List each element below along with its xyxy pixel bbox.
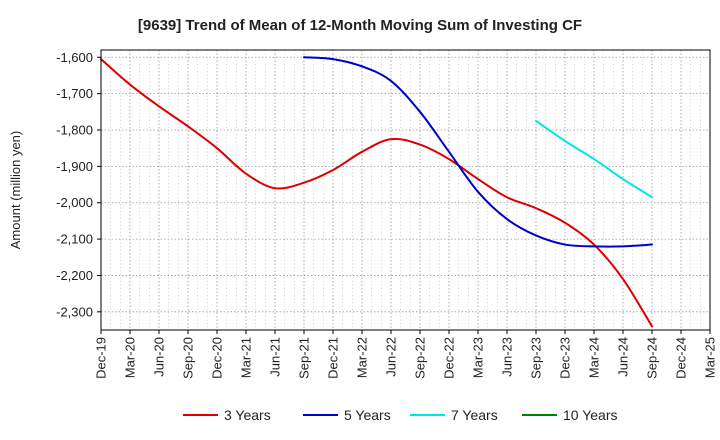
x-tick-label: Dec-23 — [558, 337, 573, 379]
y-tick-label: -1,700 — [56, 86, 93, 101]
grid-lines — [100, 50, 711, 330]
x-tick-label: Dec-24 — [674, 337, 689, 379]
x-tick-label: Sep-20 — [181, 337, 196, 379]
x-tick-label: Mar-25 — [703, 337, 718, 378]
x-tick-label: Sep-21 — [297, 337, 312, 379]
plot-area — [101, 50, 710, 330]
x-tick-label: Mar-21 — [239, 337, 254, 378]
legend-label-7-years: 7 Years — [451, 407, 498, 423]
chart-title: [9639] Trend of Mean of 12-Month Moving … — [138, 17, 582, 34]
y-tick-label: -2,000 — [56, 195, 93, 210]
x-tick-label: Sep-24 — [645, 337, 660, 379]
y-tick-label: -1,900 — [56, 159, 93, 174]
x-tick-label: Mar-20 — [123, 337, 138, 378]
x-tick-label: Dec-19 — [94, 337, 109, 379]
x-tick-label: Jun-20 — [152, 337, 167, 377]
x-axis-ticks: Dec-19 Mar-20 Jun-20 Sep-20 Dec-20 Mar-21 Jun-… — [94, 330, 718, 379]
plot-frame — [100, 49, 711, 331]
x-tick-label: Dec-21 — [326, 337, 341, 379]
y-tick-label: -2,300 — [56, 304, 93, 319]
legend-label-5-years: 5 Years — [344, 407, 391, 423]
series-lines — [100, 56, 653, 328]
x-tick-label: Mar-24 — [587, 337, 602, 378]
y-axis-label: Amount (million yen) — [8, 131, 23, 250]
y-tick-label: -2,200 — [56, 268, 93, 283]
x-tick-label: Mar-23 — [471, 337, 486, 378]
x-tick-label: Sep-22 — [413, 337, 428, 379]
x-tick-label: Jun-21 — [268, 337, 283, 377]
legend-label-3-years: 3 Years — [224, 407, 271, 423]
x-tick-label: Jun-24 — [616, 337, 631, 377]
series-line-7-years — [535, 119, 653, 199]
x-tick-label: Jun-22 — [384, 337, 399, 377]
y-tick-label: -2,100 — [56, 232, 93, 247]
y-tick-label: -1,600 — [56, 50, 93, 65]
y-axis-ticks: -1,600 -1,700 -1,800 -1,900 -2,000 -2,100 -2,2… — [56, 50, 101, 319]
legend-label-10-years: 10 Years — [563, 407, 618, 423]
legend: 3 Years 5 Years 7 Years 10 Years — [183, 407, 618, 423]
x-tick-label: Sep-23 — [529, 337, 544, 379]
x-tick-label: Dec-22 — [442, 337, 457, 379]
x-tick-label: Jun-23 — [500, 337, 515, 377]
series-line-5-years — [303, 56, 653, 248]
x-tick-label: Mar-22 — [355, 337, 370, 378]
series-line-3-years — [100, 58, 653, 328]
y-tick-label: -1,800 — [56, 123, 93, 138]
x-tick-label: Dec-20 — [210, 337, 225, 379]
